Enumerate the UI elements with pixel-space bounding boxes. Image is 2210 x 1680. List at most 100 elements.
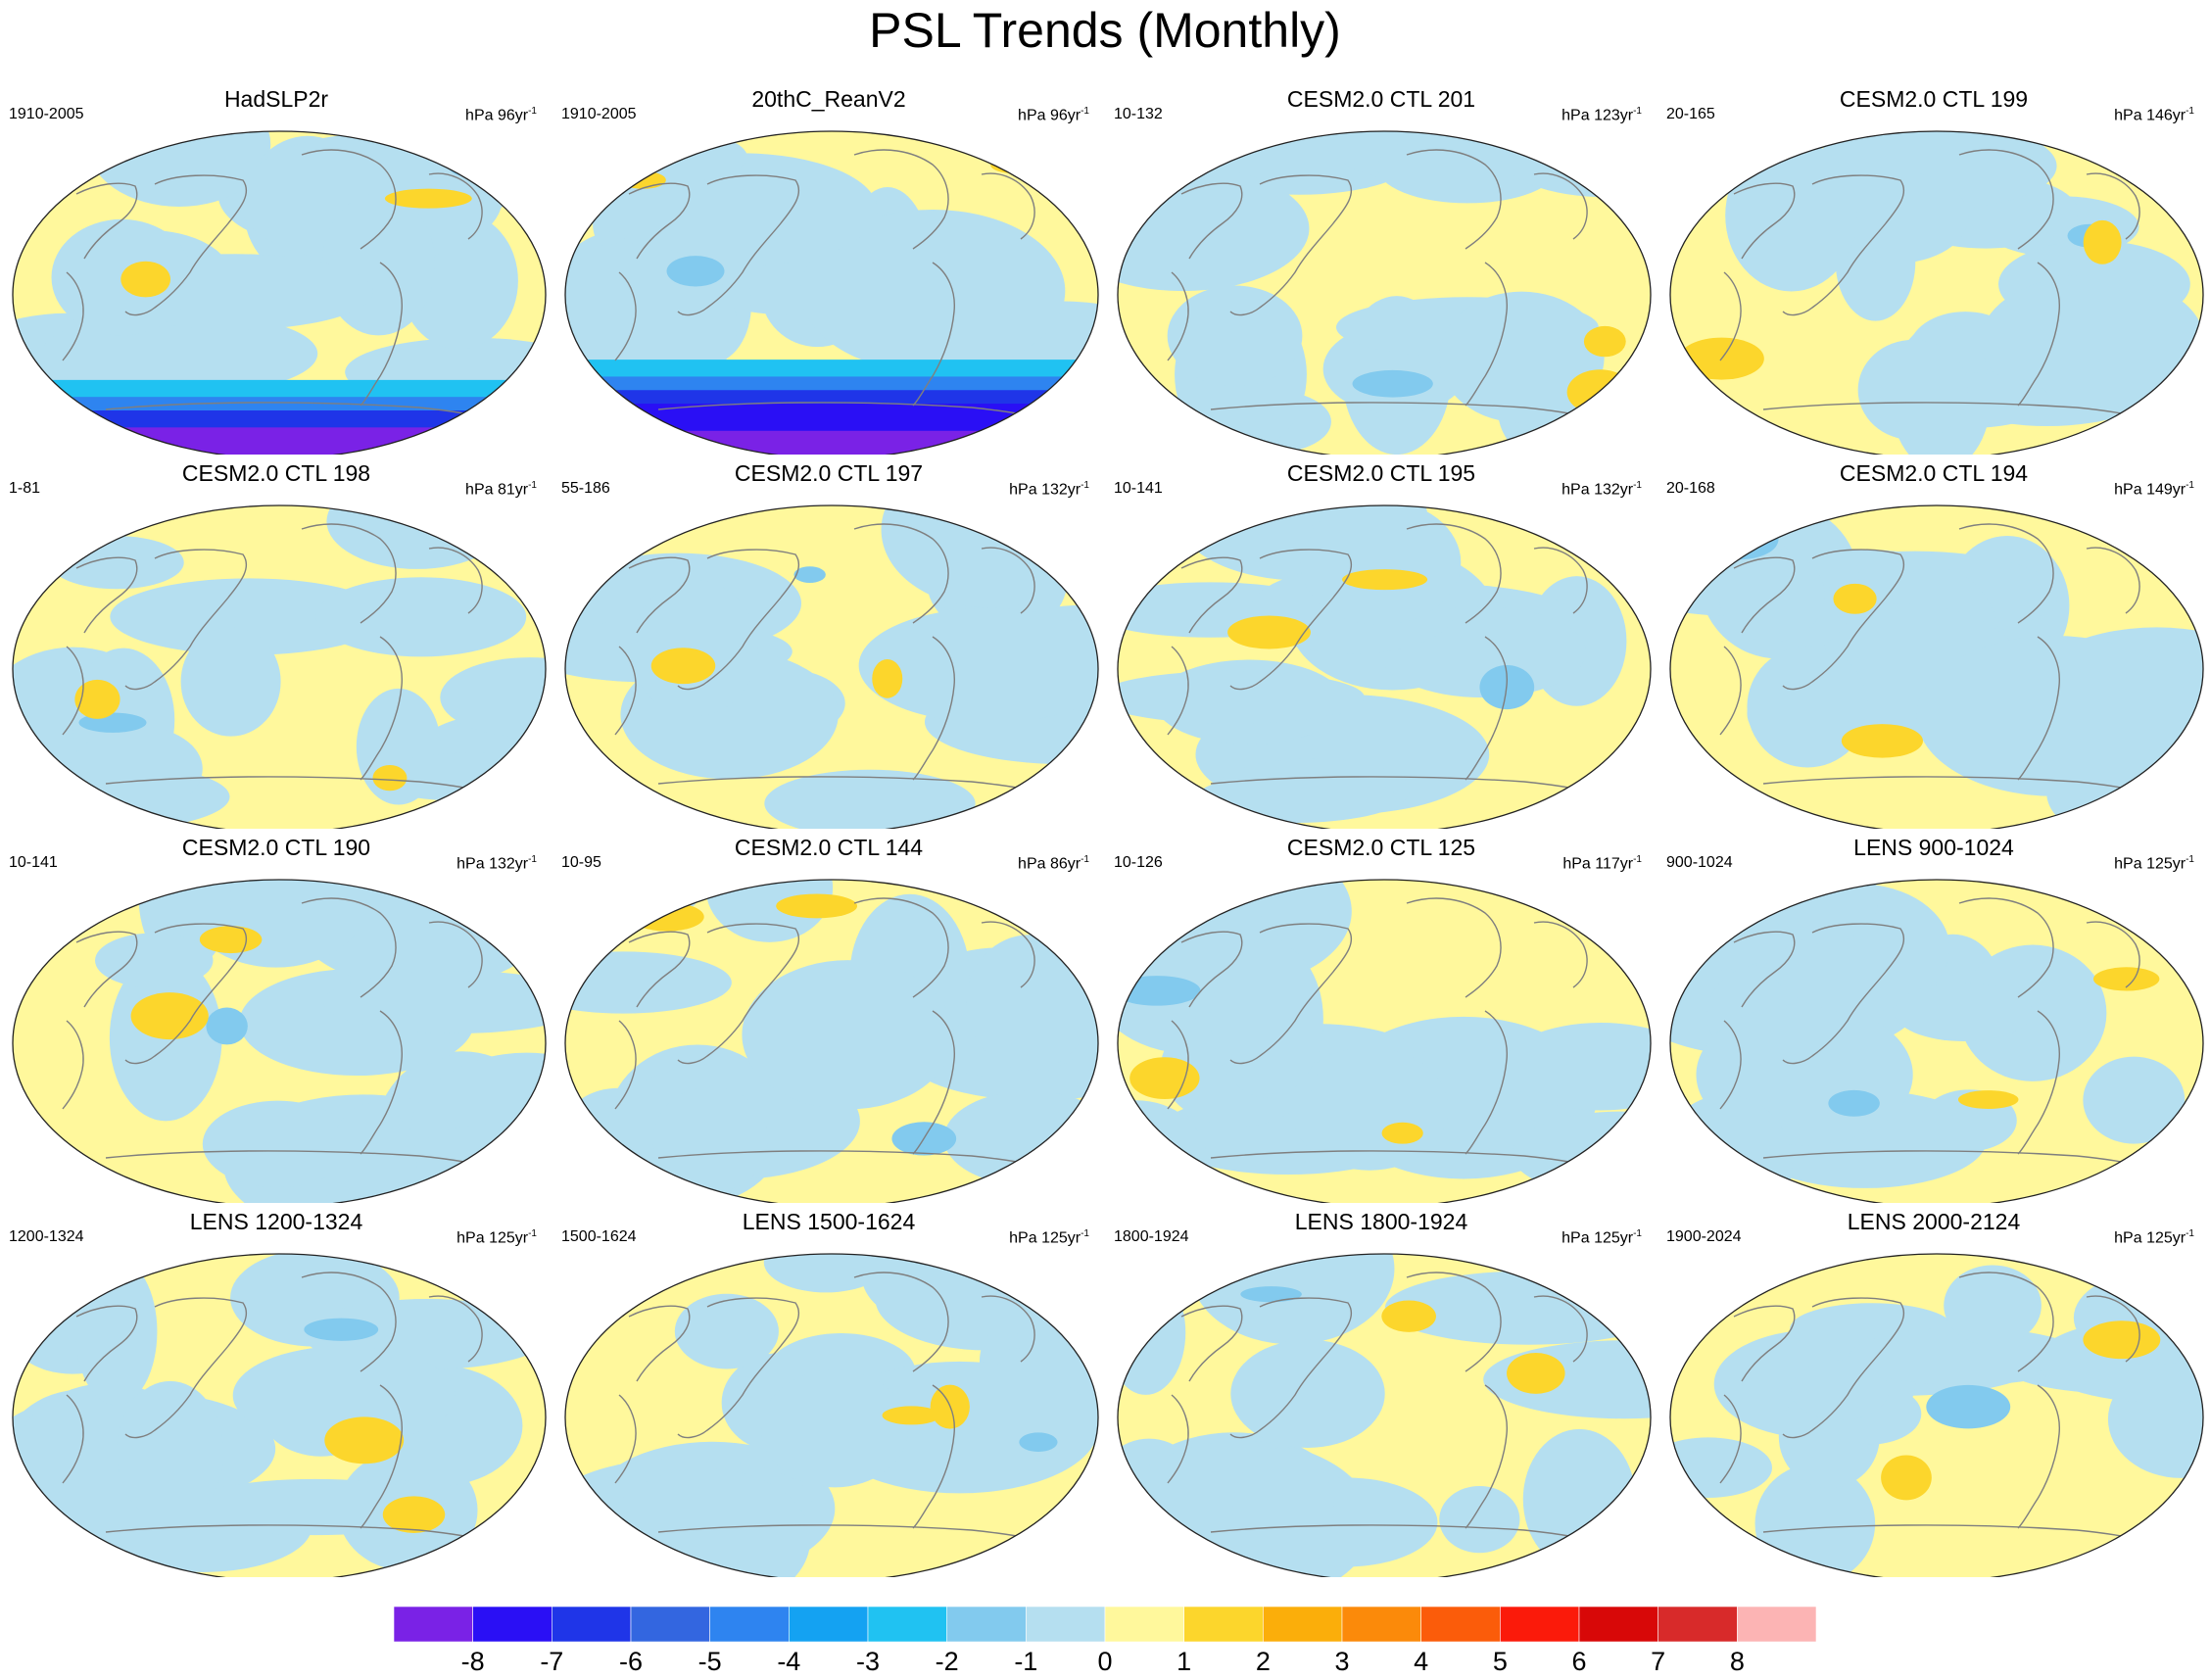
panel-title: LENS 1500-1624 xyxy=(742,1209,916,1234)
coastline xyxy=(677,549,800,691)
trend-region xyxy=(1211,940,1323,1098)
coastline xyxy=(1782,549,1905,691)
coastline xyxy=(1229,923,1353,1065)
trend-region xyxy=(199,926,263,954)
coastline xyxy=(1465,636,1508,781)
coastline xyxy=(1180,1305,1243,1382)
colorbar-swatch xyxy=(1737,1607,1816,1642)
trend-region xyxy=(1833,583,1877,614)
trend-region xyxy=(1957,1090,2019,1109)
coastline xyxy=(981,172,1035,240)
panel-title: CESM2.0 CTL 199 xyxy=(1839,86,2029,112)
trend-region xyxy=(620,170,666,189)
coastline xyxy=(2017,262,2060,407)
coastline xyxy=(75,1305,138,1382)
trend-region xyxy=(1790,1360,1890,1420)
panel-title: CESM2.0 CTL 198 xyxy=(181,460,371,486)
coastline xyxy=(360,1384,403,1529)
trend-region xyxy=(183,1478,447,1536)
trend-region xyxy=(1583,325,1626,358)
coastline xyxy=(853,149,949,250)
coastline xyxy=(614,271,637,361)
coastline xyxy=(1180,931,1243,1008)
coastline xyxy=(1465,1384,1508,1529)
trend-region xyxy=(872,659,903,698)
trend-region xyxy=(1926,1384,2011,1429)
units-text: hPa 125yr xyxy=(1009,1229,1081,1247)
map-outline xyxy=(1669,130,2204,455)
colorbar-swatch xyxy=(552,1607,632,1642)
coastline xyxy=(75,182,138,260)
map-panel: 20thC_ReanV2 1910-2005 hPa 96yr-1 xyxy=(552,69,1105,455)
trend-region xyxy=(1381,1122,1423,1144)
panel-year-range: 10-132 xyxy=(1114,106,1163,122)
map-plot xyxy=(1669,879,2204,1203)
coastline xyxy=(124,549,248,691)
coastline xyxy=(628,556,691,634)
coastline xyxy=(301,149,397,250)
trend-region xyxy=(382,1496,446,1533)
colorbar-tick-label: -1 xyxy=(1014,1647,1038,1676)
trend-region xyxy=(1507,1352,1565,1394)
panel-units: hPa 132yr-1 xyxy=(456,850,537,874)
panel-year-range: 10-141 xyxy=(1114,480,1163,497)
coastline xyxy=(1719,1394,1742,1484)
trend-region xyxy=(315,577,527,657)
trend-region xyxy=(761,1369,909,1488)
coastline xyxy=(1167,1394,1189,1484)
units-text: hPa 117yr xyxy=(1562,855,1634,873)
map-outline xyxy=(1117,879,1652,1203)
colorbar-swatch xyxy=(1263,1607,1343,1642)
map-plot xyxy=(564,1253,1099,1577)
map-plot xyxy=(1117,1253,1652,1577)
panel-units: hPa 149yr-1 xyxy=(2114,476,2194,500)
coastline xyxy=(428,547,483,614)
colorbar-swatch xyxy=(1420,1607,1501,1642)
coastline xyxy=(124,174,248,316)
trend-region xyxy=(1195,773,1397,823)
trend-region xyxy=(304,1318,379,1341)
units-exponent: -1 xyxy=(2186,480,2194,491)
trend-region xyxy=(1725,139,1858,292)
coastline xyxy=(2017,1010,2060,1155)
trend-region xyxy=(1439,291,1605,423)
panel-year-range: 1910-2005 xyxy=(561,106,637,122)
coastline xyxy=(1533,172,1588,240)
coastline xyxy=(1782,174,1905,316)
trend-region xyxy=(1522,1428,1636,1570)
map-outline xyxy=(564,504,1099,829)
trend-region xyxy=(1167,285,1303,387)
coastline xyxy=(1167,271,1189,361)
panel-year-range: 1910-2005 xyxy=(9,106,84,122)
map-panel: CESM2.0 CTL 198 1-81 hPa 81yr-1 xyxy=(0,443,552,829)
units-text: hPa 125yr xyxy=(2114,1229,2186,1247)
panel-title: CESM2.0 CTL 195 xyxy=(1286,460,1476,486)
coastline xyxy=(1229,174,1353,316)
panel-title: CESM2.0 CTL 144 xyxy=(734,835,924,860)
trend-region xyxy=(130,992,209,1040)
trend-region xyxy=(1189,1254,1395,1345)
panel-units: hPa 86yr-1 xyxy=(1018,850,1089,874)
map-outline xyxy=(564,130,1099,455)
coastline xyxy=(301,897,397,998)
colorbar-tick-label: -6 xyxy=(618,1647,643,1676)
trend-region xyxy=(72,726,203,812)
colorbar-tick-label: 3 xyxy=(1334,1647,1350,1676)
colorbar-swatch xyxy=(1341,1607,1421,1642)
units-exponent: -1 xyxy=(528,854,537,865)
trend-region xyxy=(1701,518,1779,560)
coastline xyxy=(677,923,800,1065)
trend-region xyxy=(793,566,826,583)
units-text: hPa 96yr xyxy=(465,107,529,124)
trend-region xyxy=(763,1254,889,1293)
coastline xyxy=(301,523,397,624)
coastline xyxy=(124,923,248,1065)
coastline xyxy=(62,1020,84,1110)
coastline xyxy=(2086,1295,2140,1363)
map-plot xyxy=(1669,1253,2204,1577)
coastline xyxy=(2086,921,2140,988)
map-plot xyxy=(1117,130,1652,455)
coastline xyxy=(1533,1295,1588,1363)
trend-region xyxy=(630,902,704,932)
coastline xyxy=(1958,149,2054,250)
